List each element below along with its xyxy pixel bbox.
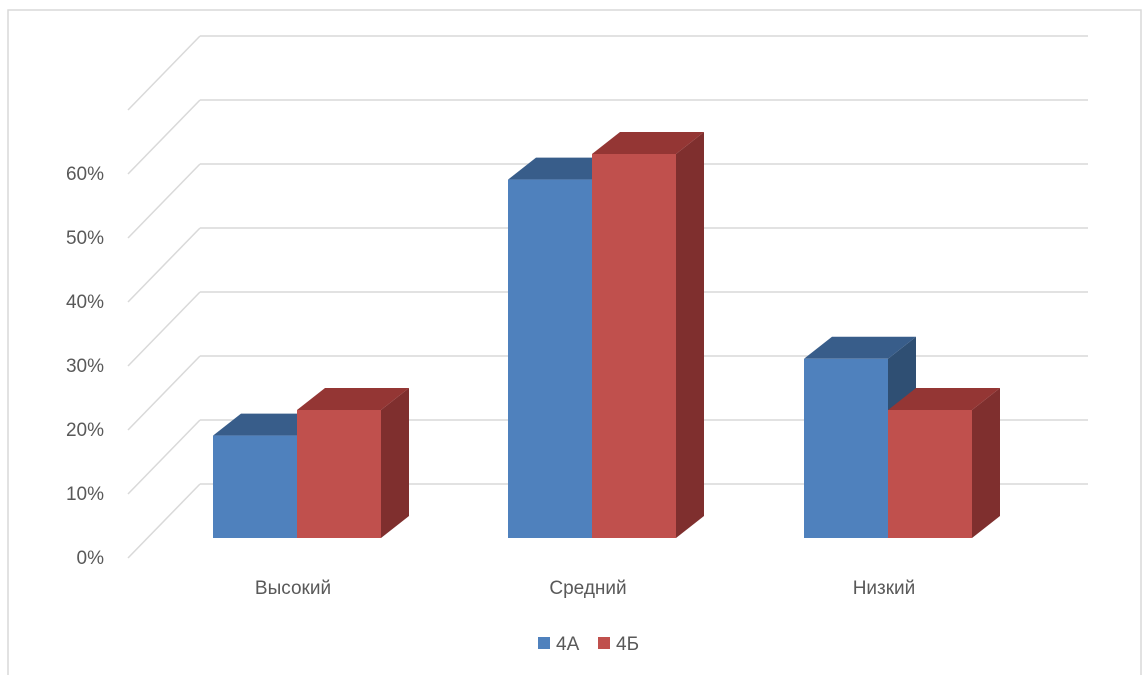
bar-4Б-Средний — [592, 132, 704, 538]
bar-4Б-Низкий — [888, 388, 1000, 538]
y-tick-label: 50% — [66, 228, 104, 249]
gridline-diagonal — [127, 99, 201, 175]
y-tick-label: 30% — [66, 356, 104, 377]
bar-front — [888, 410, 972, 538]
x-tick-label: Средний — [549, 578, 626, 599]
y-tick-label: 20% — [66, 420, 104, 441]
legend-label: 4А — [556, 634, 580, 655]
legend-swatch — [598, 637, 610, 649]
bar-front — [213, 435, 297, 538]
bar-front — [804, 358, 888, 538]
gridline-diagonal — [127, 291, 201, 367]
gridline-diagonal — [127, 35, 201, 111]
bar-side — [381, 388, 409, 538]
x-axis-ticks: Высокий Средний Низкий — [255, 578, 915, 599]
bar-top — [804, 336, 916, 359]
legend-swatch — [538, 637, 550, 649]
bars — [213, 132, 1000, 538]
gridline-diagonal — [127, 163, 201, 239]
y-tick-label: 40% — [66, 292, 104, 313]
bar-front — [508, 179, 592, 538]
bar-4Б-Высокий — [297, 388, 409, 538]
x-tick-label: Низкий — [853, 578, 916, 599]
gridline-diagonal — [127, 227, 201, 303]
y-tick-label: 0% — [77, 548, 105, 569]
gridline-diagonal — [127, 483, 201, 559]
bar-front — [592, 154, 676, 538]
bar-top — [592, 132, 704, 154]
legend-item: 4Б — [598, 634, 639, 655]
bar-top — [888, 388, 1000, 410]
bar-side — [972, 388, 1000, 538]
bar-top — [297, 388, 409, 410]
legend-item: 4А — [538, 634, 580, 655]
x-tick-label: Высокий — [255, 578, 331, 599]
y-tick-label: 60% — [66, 164, 104, 185]
y-tick-label: 10% — [66, 484, 104, 505]
gridline-diagonal — [127, 419, 201, 495]
legend-label: 4Б — [616, 634, 639, 655]
bar-side — [676, 132, 704, 538]
bar-front — [297, 410, 381, 538]
gridline-diagonal — [127, 355, 201, 431]
y-axis-ticks: 0% 10% 20% 30% 40% 50% 60% — [66, 164, 104, 569]
legend: 4А 4Б — [538, 634, 639, 655]
